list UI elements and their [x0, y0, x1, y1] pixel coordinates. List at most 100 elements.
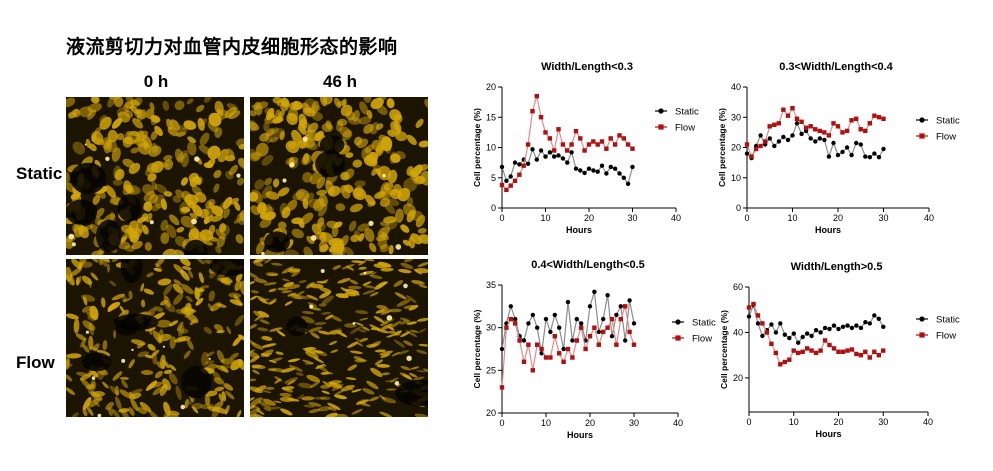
y-tick-label: 20 — [731, 143, 741, 153]
data-point-flow — [805, 346, 810, 351]
data-point-flow — [813, 127, 818, 132]
data-point-flow — [534, 93, 539, 99]
data-point-flow — [776, 121, 781, 126]
cells — [250, 259, 428, 417]
legend-marker-static — [675, 319, 681, 325]
data-point-flow — [618, 316, 623, 322]
data-point-static — [844, 145, 850, 150]
data-point-static — [813, 328, 819, 333]
data-point-flow — [803, 125, 809, 130]
data-point-static — [521, 338, 527, 343]
data-point-static — [808, 136, 813, 141]
data-point-flow — [822, 338, 828, 343]
data-point-flow — [799, 119, 804, 124]
legend: Static Flow — [655, 107, 699, 134]
data-point-static — [617, 171, 622, 176]
data-point-flow — [769, 341, 774, 346]
data-point-flow — [547, 136, 552, 141]
data-point-flow — [758, 143, 763, 149]
data-point-flow — [749, 154, 754, 159]
data-point-flow — [595, 142, 600, 147]
data-point-flow — [744, 142, 750, 147]
data-point-static — [867, 321, 872, 326]
data-point-flow — [504, 325, 509, 330]
series-line-flow — [748, 303, 884, 366]
data-point-static — [504, 178, 509, 183]
data-point-static — [569, 150, 574, 155]
data-point-static — [586, 166, 592, 171]
series-line-static — [501, 291, 635, 354]
data-point-flow — [609, 316, 615, 322]
micrograph-flow-46h — [250, 259, 428, 417]
data-point-static — [539, 351, 544, 356]
data-point-static — [587, 304, 593, 309]
data-point-flow — [556, 127, 561, 132]
data-point-flow — [836, 349, 841, 354]
data-point-static — [504, 321, 509, 326]
data-point-static — [827, 326, 832, 332]
row-label-flow: Flow — [16, 353, 55, 372]
data-point-static — [781, 134, 786, 140]
x-tick-label: 20 — [833, 417, 843, 427]
data-point-static — [813, 139, 818, 144]
data-point-static — [803, 128, 809, 134]
chart-title: Width/Length<0.3 — [541, 61, 633, 73]
data-point-static — [548, 329, 553, 335]
data-point-static — [499, 164, 505, 170]
data-point-flow — [872, 349, 877, 354]
data-point-static — [818, 330, 823, 335]
data-point-static — [782, 332, 787, 337]
data-point-static — [560, 156, 566, 161]
data-point-static — [767, 136, 772, 141]
data-point-static — [831, 323, 837, 328]
data-point-static — [826, 154, 832, 159]
x-tick-label: 30 — [627, 213, 637, 223]
data-point-static — [822, 137, 827, 143]
data-point-flow — [535, 342, 540, 347]
data-point-flow — [796, 350, 801, 356]
cells — [250, 97, 428, 255]
data-point-static — [831, 140, 836, 146]
data-point-flow — [881, 348, 886, 353]
data-point-static — [618, 304, 623, 309]
data-point-flow — [778, 362, 783, 367]
data-point-static — [557, 325, 562, 330]
x-tick-label: 0 — [746, 417, 751, 427]
data-point-static — [543, 316, 549, 322]
data-point-flow — [817, 128, 822, 134]
legend-marker-static — [919, 316, 925, 322]
data-point-flow — [831, 121, 836, 126]
data-point-flow — [517, 338, 522, 343]
legend-marker-flow — [919, 133, 925, 139]
y-axis-label: Cell percentage (%) — [472, 108, 482, 187]
data-point-flow — [876, 115, 882, 120]
micrograph-static-0h — [66, 97, 244, 255]
data-point-flow — [751, 301, 756, 307]
data-point-static — [787, 335, 792, 341]
data-point-flow — [753, 146, 759, 152]
data-point-static — [499, 346, 505, 352]
data-point-static — [608, 164, 613, 170]
data-point-flow — [521, 163, 526, 168]
data-point-static — [517, 162, 522, 167]
data-point-flow — [557, 351, 562, 356]
data-point-flow — [785, 113, 791, 118]
data-point-static — [570, 338, 575, 343]
data-point-flow — [570, 355, 575, 360]
data-point-flow — [574, 338, 579, 343]
data-point-flow — [508, 183, 513, 188]
data-point-flow — [508, 316, 513, 322]
data-point-flow — [552, 334, 557, 339]
data-point-static — [535, 325, 540, 330]
y-tick-label: 0 — [736, 203, 741, 213]
data-point-static — [881, 146, 886, 152]
data-point-flow — [800, 349, 805, 354]
data-point-static — [605, 293, 610, 298]
data-point-flow — [543, 355, 549, 360]
legend-marker-static — [658, 108, 664, 114]
data-point-flow — [525, 142, 531, 147]
legend-label-flow: Flow — [675, 123, 695, 134]
data-point-static — [621, 175, 626, 180]
data-point-flow — [808, 124, 813, 129]
chart-title: Width/Length>0.5 — [791, 261, 883, 273]
